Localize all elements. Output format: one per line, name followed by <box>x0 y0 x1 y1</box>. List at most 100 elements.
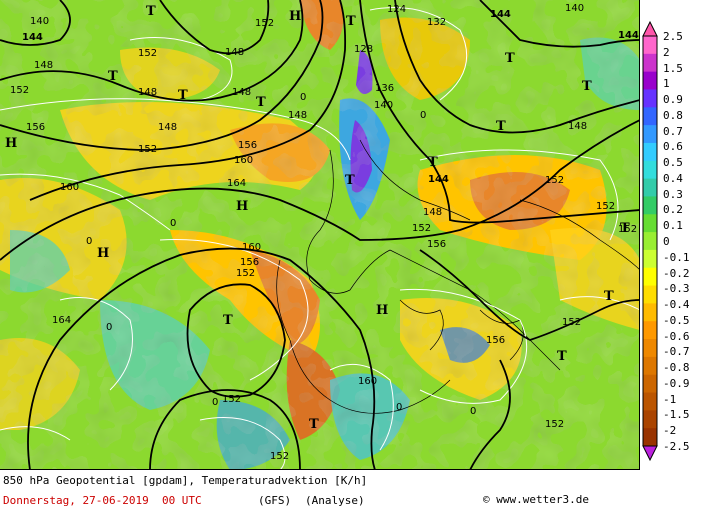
scale-label: 0.5 <box>663 156 683 170</box>
scale-swatch <box>643 374 657 394</box>
low-center: T <box>256 95 266 110</box>
contour-label: 160 <box>234 155 253 166</box>
run-type: (Analyse) <box>305 494 365 507</box>
low-center: T <box>620 221 630 236</box>
credit-text: www.wetter3.de <box>496 493 589 506</box>
scale-label: 0 <box>663 235 670 248</box>
contour-label: 152 <box>255 18 274 29</box>
high-center: H <box>5 136 17 151</box>
color-scale: 2.5 2 1.5 1 0.9 0.8 0.7 0.6 0.5 0.4 0.3 0.2 0.1 0 -0.1… <box>640 0 704 470</box>
scale-label: 2 <box>663 45 670 59</box>
scale-label: 1 <box>663 77 670 91</box>
scale-label: 0.4 <box>663 171 683 185</box>
scale-swatch <box>643 71 657 90</box>
contour-label: 144 <box>22 32 43 43</box>
map-panel: 140 144 148 156 160 164 152 148 148 152 … <box>0 0 640 470</box>
zero-label: 0 <box>86 236 92 247</box>
scale-label: 0.6 <box>663 140 683 154</box>
scale-label: 0.2 <box>663 203 683 217</box>
scale-swatch <box>643 178 657 197</box>
low-center: T <box>146 4 156 19</box>
contour-label: 124 <box>387 4 406 15</box>
scale-swatch <box>643 285 657 304</box>
model-name: (GFS) <box>258 494 292 507</box>
contour-label: 152 <box>562 317 581 328</box>
scale-swatch <box>643 321 657 340</box>
contour-label: 152 <box>412 223 431 234</box>
contour-label: 152 <box>618 224 637 235</box>
scale-label: -1 <box>663 392 677 406</box>
scale-swatch <box>643 107 657 126</box>
contour-label: 148 <box>288 110 307 121</box>
scale-label: -2.5 <box>663 440 690 453</box>
contour-label: 132 <box>427 17 446 28</box>
contour-label: 136 <box>375 83 394 94</box>
scale-swatch <box>643 142 657 162</box>
scale-label: -0.6 <box>663 329 690 343</box>
scale-swatch <box>643 232 657 251</box>
low-center: T <box>108 69 118 84</box>
scale-frame <box>642 35 658 447</box>
contour-label: 156 <box>26 122 45 133</box>
contour-label: 152 <box>270 451 289 462</box>
contour-labels: 140 144 148 156 160 164 152 148 148 152 … <box>10 3 639 462</box>
scale-label: 0.3 <box>663 187 683 201</box>
scale-swatch <box>643 196 657 215</box>
geopotential-isolines <box>0 0 639 469</box>
scale-label: -0.3 <box>663 282 690 296</box>
low-center: T <box>505 51 515 66</box>
contour-label: 148 <box>568 121 587 132</box>
zero-label: 0 <box>300 92 306 103</box>
low-center: T <box>604 289 614 304</box>
low-center: T <box>496 119 506 134</box>
low-center: T <box>346 14 356 29</box>
scale-swatch <box>643 53 657 73</box>
scale-swatch <box>643 267 657 287</box>
contour-label: 144 <box>490 9 511 20</box>
scale-label: 0.7 <box>663 124 683 138</box>
pressure-centers: H H H H H T T T T T T T T T T T T T T T <box>5 4 630 432</box>
zero-label: 0 <box>170 218 176 229</box>
scale-swatch <box>643 249 657 269</box>
high-center: H <box>376 303 388 318</box>
contour-label: 152 <box>596 201 615 212</box>
contour-label: 152 <box>236 268 255 279</box>
contour-label: 156 <box>240 257 259 268</box>
scale-max-arrow <box>642 20 658 37</box>
scale-swatch <box>643 160 657 180</box>
scale-min-arrow <box>642 445 658 462</box>
contour-label: 148 <box>423 207 442 218</box>
low-center: T <box>557 349 567 364</box>
contour-label: 156 <box>427 239 446 250</box>
scale-swatch <box>643 303 657 322</box>
zero-advection-contours <box>0 7 639 469</box>
scale-label: -0.2 <box>663 266 690 280</box>
contour-label: 140 <box>565 3 584 14</box>
scale-swatch <box>643 392 657 411</box>
contour-label: 160 <box>60 182 79 193</box>
scale-label: -1.5 <box>663 408 690 422</box>
low-center: T <box>178 88 188 103</box>
contour-label: 140 <box>374 100 393 111</box>
contour-label: 160 <box>242 242 261 253</box>
low-center: T <box>428 155 438 170</box>
scale-label: 0.1 <box>663 219 683 233</box>
valid-date: Donnerstag, 27-06-2019 00 UTC <box>3 494 202 507</box>
scale-swatch <box>643 410 657 429</box>
map-title: 850 hPa Geopotential [gpdam], Temperatur… <box>3 474 368 487</box>
contour-label: 148 <box>158 122 177 133</box>
coastlines <box>276 139 639 414</box>
color-scale-bar <box>642 20 658 462</box>
contour-label: 144 <box>428 174 449 185</box>
contour-label: 148 <box>34 60 53 71</box>
contour-label: 148 <box>225 47 244 58</box>
scale-label: -0.8 <box>663 361 690 375</box>
contour-label: 128 <box>354 44 373 55</box>
contour-label: 152 <box>222 394 241 405</box>
contour-label: 164 <box>227 178 246 189</box>
scale-label: 0.8 <box>663 108 683 122</box>
low-center: T <box>345 173 355 188</box>
contour-label: 164 <box>52 315 71 326</box>
scale-label: -0.9 <box>663 376 690 390</box>
scale-swatch <box>643 356 657 376</box>
